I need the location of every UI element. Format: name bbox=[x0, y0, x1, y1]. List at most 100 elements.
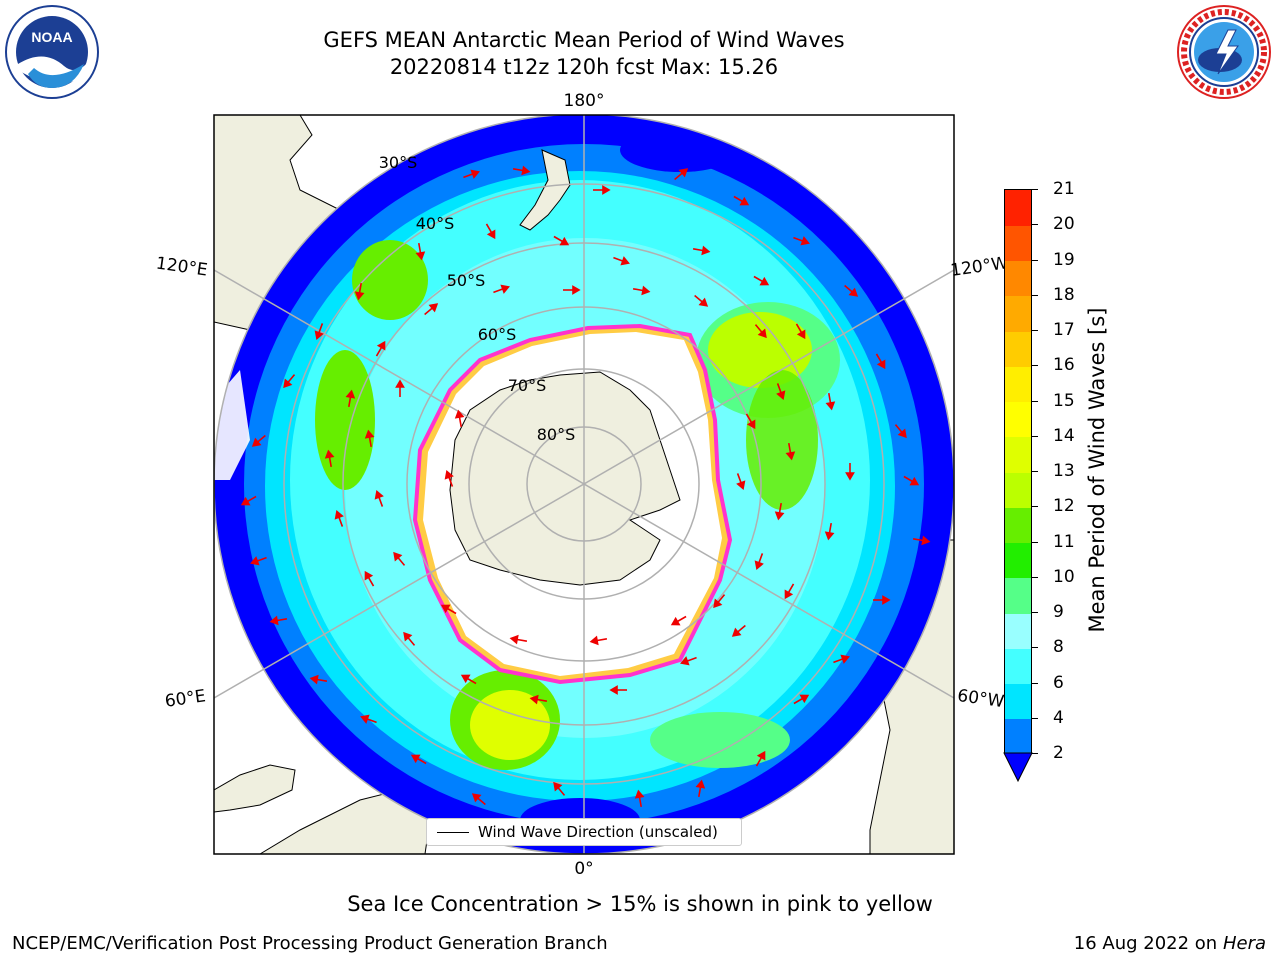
land-antarctica bbox=[449, 371, 681, 586]
colorbar-tickmark bbox=[1032, 612, 1038, 613]
colorbar-tick-label: 6 bbox=[1053, 672, 1064, 693]
footer-organization: NCEP/EMC/Verification Post Processing Pr… bbox=[12, 933, 608, 954]
legend-entry: Wind Wave Direction (unscaled) bbox=[478, 823, 718, 841]
colorbar-tick-label: 10 bbox=[1053, 566, 1075, 587]
wind-wave-arrow bbox=[251, 434, 266, 447]
wind-wave-arrow bbox=[795, 323, 806, 340]
colorbar-tickmark bbox=[1032, 259, 1038, 261]
wind-wave-arrow bbox=[512, 165, 531, 176]
footer-machine: Hera bbox=[1222, 933, 1266, 954]
lon-label-60e: 60°E bbox=[164, 686, 207, 711]
wind-wave-arrow bbox=[903, 475, 920, 486]
colorbar-segment bbox=[1005, 542, 1031, 579]
colorbar-tick-label: 2 bbox=[1053, 743, 1064, 763]
wind-wave-arrow bbox=[589, 635, 608, 646]
colorbar-segment bbox=[1005, 436, 1031, 473]
wind-wave-arrow bbox=[345, 389, 356, 408]
colorbar-segment bbox=[1005, 366, 1031, 402]
wind-wave-arrow bbox=[553, 235, 570, 246]
patch-west bbox=[315, 350, 375, 490]
lon-label-120e: 120°E bbox=[155, 254, 209, 281]
colorbar-tick-label: 8 bbox=[1053, 637, 1064, 658]
wind-wave-arrow bbox=[793, 694, 810, 705]
wind-wave-arrow bbox=[733, 195, 750, 206]
wind-wave-arrow bbox=[593, 185, 611, 195]
wind-wave-arrow bbox=[364, 429, 375, 448]
lon-label-0: 0° bbox=[574, 859, 593, 879]
colorbar-tickmark bbox=[1032, 330, 1038, 331]
wind-wave-arrow bbox=[613, 256, 630, 266]
wind-wave-arrow bbox=[754, 553, 764, 570]
wind-wave-arrow bbox=[410, 754, 427, 765]
footer-date-text: 16 Aug 2022 on bbox=[1073, 933, 1218, 954]
patch-atlantic bbox=[650, 712, 790, 768]
wind-wave-arrow bbox=[844, 284, 859, 297]
wind-wave-arrow bbox=[485, 223, 496, 240]
wind-wave-arrow bbox=[403, 631, 416, 646]
colorbar bbox=[1004, 189, 1032, 755]
wind-wave-arrow bbox=[634, 789, 645, 808]
map-frame bbox=[213, 114, 955, 855]
wind-wave-arrow bbox=[793, 236, 810, 246]
colorbar-tickmark bbox=[1032, 400, 1038, 402]
wind-wave-arrow bbox=[529, 694, 548, 705]
wind-wave-arrow bbox=[745, 413, 756, 430]
land-new-zealand bbox=[519, 149, 571, 231]
colorbar-label: Mean Period of Wind Waves [s] bbox=[1085, 307, 1109, 633]
colorbar-tickmark bbox=[1032, 471, 1038, 472]
colorbar-tick-label: 12 bbox=[1053, 496, 1075, 517]
wind-wave-arrow bbox=[314, 323, 324, 340]
colorbar-segment bbox=[1005, 718, 1031, 755]
wind-wave-arrow bbox=[776, 383, 786, 400]
colorbar-tick-label: 18 bbox=[1053, 284, 1075, 305]
colorbar-segment bbox=[1005, 225, 1031, 261]
wind-wave-arrow bbox=[695, 779, 706, 798]
colorbar-segment bbox=[1005, 507, 1031, 543]
colorbar-tick-label: 16 bbox=[1053, 355, 1075, 376]
wind-wave-arrow bbox=[375, 340, 386, 357]
wind-wave-arrow bbox=[493, 284, 510, 294]
lat-label-70s: 70°S bbox=[508, 376, 547, 395]
colorbar-tickmark bbox=[1032, 506, 1038, 508]
colorbar-tick-label: 19 bbox=[1053, 249, 1075, 270]
lat-label-40s: 40°S bbox=[416, 214, 455, 233]
colorbar-tick-label: 17 bbox=[1053, 320, 1075, 340]
colorbar-tickmark bbox=[1032, 647, 1038, 649]
wind-wave-arrows bbox=[240, 165, 931, 808]
legend-line-swatch bbox=[437, 832, 469, 833]
colorbar-segment bbox=[1005, 331, 1031, 367]
wind-wave-arrow bbox=[440, 604, 457, 615]
colorbar-tick-label: 4 bbox=[1053, 707, 1064, 728]
colorbar-tickmark bbox=[1032, 753, 1038, 754]
wind-wave-arrow bbox=[553, 781, 566, 796]
colorbar-tick-label: 9 bbox=[1053, 602, 1064, 622]
colorbar-tick-label: 13 bbox=[1053, 461, 1075, 481]
lon-label-120w: 120°W bbox=[949, 253, 1009, 281]
lat-label-60s: 60°S bbox=[478, 325, 517, 344]
colorbar-segment bbox=[1005, 260, 1031, 297]
colorbar-tickmark bbox=[1032, 435, 1038, 437]
wind-wave-arrow bbox=[240, 495, 257, 506]
wind-wave-arrow bbox=[824, 522, 835, 541]
wind-wave-arrow bbox=[444, 470, 454, 487]
wind-wave-arrow bbox=[354, 282, 365, 301]
wind-wave-arrow bbox=[395, 379, 405, 397]
colorbar-segment bbox=[1005, 190, 1031, 226]
colorbar-segment bbox=[1005, 295, 1031, 332]
wind-wave-arrow bbox=[309, 674, 328, 685]
lat-label-50s: 50°S bbox=[447, 271, 486, 290]
wind-wave-arrow bbox=[269, 615, 288, 626]
wind-wave-arrow bbox=[873, 595, 891, 605]
wind-wave-arrow bbox=[360, 714, 377, 724]
wind-wave-arrow bbox=[825, 392, 836, 411]
map-title: GEFS MEAN Antarctic Mean Period of Wind … bbox=[323, 28, 845, 52]
wind-wave-arrow bbox=[754, 324, 767, 339]
wind-wave-arrow bbox=[753, 275, 770, 286]
lon-label-60w: 60°W bbox=[956, 686, 1005, 712]
wind-wave-arrow bbox=[424, 303, 439, 316]
colorbar-tick-label: 11 bbox=[1053, 531, 1075, 552]
colorbar-segment bbox=[1005, 472, 1031, 508]
colorbar-segment bbox=[1005, 648, 1031, 684]
